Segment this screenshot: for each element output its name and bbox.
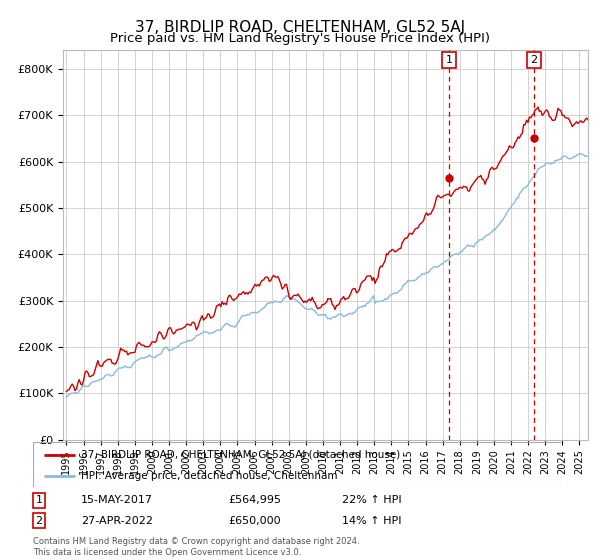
Text: 1: 1 [445,55,452,65]
Text: 14% ↑ HPI: 14% ↑ HPI [342,516,401,526]
Text: £650,000: £650,000 [228,516,281,526]
Text: £564,995: £564,995 [228,495,281,505]
Text: 37, BIRDLIP ROAD, CHELTENHAM, GL52 5AJ: 37, BIRDLIP ROAD, CHELTENHAM, GL52 5AJ [135,20,465,35]
Text: 1: 1 [35,495,43,505]
Text: Price paid vs. HM Land Registry's House Price Index (HPI): Price paid vs. HM Land Registry's House … [110,32,490,45]
Text: HPI: Average price, detached house, Cheltenham: HPI: Average price, detached house, Chel… [80,472,337,482]
Text: 27-APR-2022: 27-APR-2022 [81,516,153,526]
Text: 22% ↑ HPI: 22% ↑ HPI [342,495,401,505]
Text: Contains HM Land Registry data © Crown copyright and database right 2024.
This d: Contains HM Land Registry data © Crown c… [33,537,359,557]
Text: 2: 2 [530,55,537,65]
Text: 2: 2 [35,516,43,526]
Text: 15-MAY-2017: 15-MAY-2017 [81,495,153,505]
Text: 37, BIRDLIP ROAD, CHELTENHAM, GL52 5AJ (detached house): 37, BIRDLIP ROAD, CHELTENHAM, GL52 5AJ (… [80,450,400,460]
